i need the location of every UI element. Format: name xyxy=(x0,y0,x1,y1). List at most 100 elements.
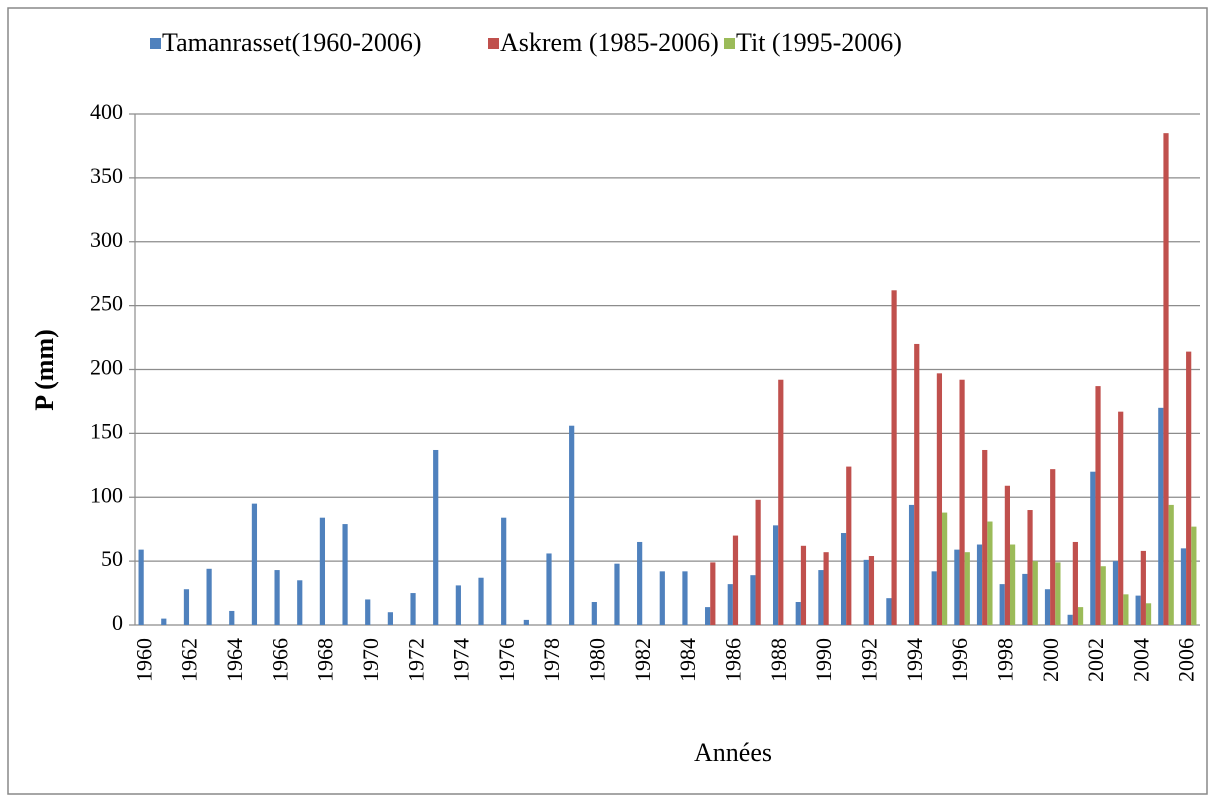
bar xyxy=(1032,561,1038,625)
bar xyxy=(410,593,416,625)
bar xyxy=(433,449,439,625)
bar xyxy=(954,549,960,625)
x-tick-label: 1964 xyxy=(222,638,247,682)
legend-label: Askrem (1985-2006) xyxy=(500,28,719,57)
bar xyxy=(1044,589,1051,625)
x-tick-label: 1992 xyxy=(856,638,881,682)
bar xyxy=(455,585,461,625)
bar xyxy=(755,499,761,625)
bar xyxy=(637,541,643,625)
x-tick-label: 2004 xyxy=(1128,638,1153,682)
y-tick-label: 400 xyxy=(90,99,123,124)
bar xyxy=(964,552,970,625)
x-tick-label: 1962 xyxy=(177,638,202,682)
bar xyxy=(1050,469,1056,625)
legend-swatch xyxy=(724,38,735,49)
x-tick-label: 1976 xyxy=(494,638,519,682)
x-tick-label: 1960 xyxy=(131,638,156,682)
bar xyxy=(959,379,965,625)
bar xyxy=(614,563,620,625)
y-tick-label: 100 xyxy=(90,482,123,507)
bar xyxy=(1158,407,1164,625)
chart-frame xyxy=(7,7,1208,795)
bar xyxy=(1009,544,1016,625)
bar xyxy=(1163,133,1169,625)
bar xyxy=(1067,614,1073,625)
bar xyxy=(591,602,597,625)
bar xyxy=(1112,561,1119,625)
bar xyxy=(772,525,779,625)
bar xyxy=(138,549,144,625)
bar xyxy=(795,602,801,625)
bar xyxy=(908,504,915,625)
x-axis-label: Années xyxy=(694,738,772,767)
bar xyxy=(342,524,348,625)
bar xyxy=(161,618,167,625)
bar xyxy=(886,598,892,625)
bar xyxy=(1135,595,1141,625)
y-axis-label: P (mm) xyxy=(30,329,59,411)
bar xyxy=(569,425,575,625)
x-tick-label: 1994 xyxy=(902,638,927,682)
y-tick-label: 50 xyxy=(101,546,123,571)
bar xyxy=(1095,386,1101,625)
bar xyxy=(365,599,371,625)
y-tick-label: 0 xyxy=(112,610,123,635)
x-tick-label: 1968 xyxy=(313,638,338,682)
x-tick-label: 1984 xyxy=(675,638,700,682)
bar xyxy=(1072,541,1078,625)
bar xyxy=(931,571,937,625)
y-tick-label: 350 xyxy=(90,163,123,188)
bar xyxy=(846,466,852,625)
bar xyxy=(1027,510,1033,625)
y-tick-label: 300 xyxy=(90,227,123,252)
bar xyxy=(999,584,1005,625)
bar xyxy=(1145,603,1152,625)
bar xyxy=(982,449,988,625)
bar xyxy=(778,379,784,625)
bar xyxy=(936,373,943,625)
bar xyxy=(863,559,869,625)
bar xyxy=(942,512,948,625)
bar xyxy=(891,290,897,625)
x-tick-label: 1988 xyxy=(766,638,791,682)
bar xyxy=(840,533,847,625)
x-tick-label: 1980 xyxy=(585,638,610,682)
bar xyxy=(319,517,326,625)
bar xyxy=(387,612,393,625)
x-tick-label: 1972 xyxy=(403,638,428,682)
legend-swatch xyxy=(488,38,499,49)
bar xyxy=(297,580,303,625)
bar xyxy=(1140,550,1146,625)
y-tick-label: 200 xyxy=(90,355,123,380)
bar xyxy=(274,570,280,625)
bar xyxy=(1180,548,1187,625)
bar xyxy=(1118,411,1124,625)
bar xyxy=(523,619,529,625)
x-tick-label: 1970 xyxy=(358,638,383,682)
bar xyxy=(1191,526,1197,625)
bar xyxy=(987,521,993,625)
x-tick-label: 2002 xyxy=(1083,638,1108,682)
y-tick-label: 250 xyxy=(90,291,123,316)
legend-label: Tit (1995-2006) xyxy=(736,28,902,57)
bar xyxy=(1004,485,1010,625)
legend-label: Tamanrasset(1960-2006) xyxy=(162,28,422,57)
x-tick-label: 1982 xyxy=(630,638,655,682)
y-tick-label: 150 xyxy=(90,418,123,443)
bar xyxy=(976,544,983,625)
bar xyxy=(710,562,716,625)
bar xyxy=(1168,504,1174,625)
bar xyxy=(1055,562,1061,625)
bar xyxy=(251,503,258,625)
bar xyxy=(1022,573,1028,625)
x-tick-label: 2006 xyxy=(1174,638,1199,682)
x-tick-label: 1990 xyxy=(811,638,836,682)
x-tick-label: 1986 xyxy=(721,638,746,682)
bar xyxy=(501,517,507,625)
bar xyxy=(727,584,733,625)
bar xyxy=(705,607,711,625)
bar xyxy=(1186,351,1192,625)
bar xyxy=(1123,594,1129,625)
